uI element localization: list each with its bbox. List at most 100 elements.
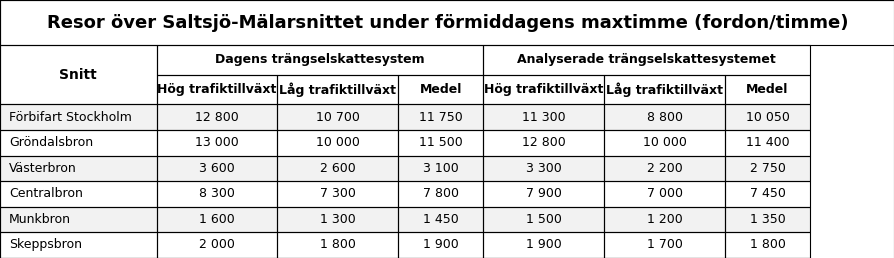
Text: 7 000: 7 000 xyxy=(645,187,682,200)
Bar xyxy=(156,232,277,258)
Bar xyxy=(483,232,603,258)
Bar xyxy=(724,75,809,104)
Text: 1 800: 1 800 xyxy=(319,238,356,252)
Bar xyxy=(0,45,156,104)
Bar xyxy=(603,130,724,156)
Text: 1 300: 1 300 xyxy=(320,213,355,226)
Bar xyxy=(483,45,809,75)
Text: 10 000: 10 000 xyxy=(642,136,686,149)
Text: 1 800: 1 800 xyxy=(748,238,785,252)
Bar xyxy=(0,104,156,130)
Bar xyxy=(277,156,398,181)
Text: Hög trafiktillväxt: Hög trafiktillväxt xyxy=(484,83,603,96)
Bar xyxy=(277,207,398,232)
Bar xyxy=(398,232,483,258)
Text: 11 750: 11 750 xyxy=(418,111,462,124)
Bar xyxy=(603,75,724,104)
Bar xyxy=(277,104,398,130)
Bar xyxy=(483,156,603,181)
Text: 10 000: 10 000 xyxy=(316,136,359,149)
Bar xyxy=(156,75,277,104)
Bar xyxy=(398,156,483,181)
Bar xyxy=(603,207,724,232)
Bar xyxy=(483,181,603,207)
Text: Förbifart Stockholm: Förbifart Stockholm xyxy=(9,111,131,124)
Bar xyxy=(0,207,156,232)
Bar xyxy=(277,232,398,258)
Bar xyxy=(724,181,809,207)
Bar xyxy=(483,130,603,156)
Text: Låg trafiktillväxt: Låg trafiktillväxt xyxy=(605,82,722,97)
Bar xyxy=(603,181,724,207)
Bar xyxy=(398,130,483,156)
Text: Munkbron: Munkbron xyxy=(9,213,71,226)
Bar xyxy=(0,156,156,181)
Bar xyxy=(398,181,483,207)
Text: 1 350: 1 350 xyxy=(749,213,784,226)
Text: 3 600: 3 600 xyxy=(199,162,234,175)
Text: Skeppsbron: Skeppsbron xyxy=(9,238,82,252)
Text: 10 700: 10 700 xyxy=(316,111,359,124)
Bar xyxy=(277,104,398,130)
Bar xyxy=(398,104,483,130)
Text: 1 450: 1 450 xyxy=(423,213,458,226)
Text: 11 300: 11 300 xyxy=(521,111,565,124)
Bar xyxy=(277,75,398,104)
Text: 11 400: 11 400 xyxy=(745,136,789,149)
Text: 7 450: 7 450 xyxy=(748,187,785,200)
Bar xyxy=(156,75,277,104)
Text: Gröndalsbron: Gröndalsbron xyxy=(9,136,93,149)
Text: 7 300: 7 300 xyxy=(319,187,356,200)
Bar xyxy=(724,104,809,130)
Text: 1 700: 1 700 xyxy=(645,238,682,252)
Bar xyxy=(483,156,603,181)
Bar xyxy=(483,181,603,207)
Bar xyxy=(156,181,277,207)
Bar xyxy=(277,181,398,207)
Bar xyxy=(483,232,603,258)
Text: Centralbron: Centralbron xyxy=(9,187,83,200)
Bar xyxy=(0,130,156,156)
Bar xyxy=(398,104,483,130)
Bar xyxy=(0,0,894,45)
Bar xyxy=(398,75,483,104)
Text: 12 800: 12 800 xyxy=(195,111,239,124)
Text: 3 300: 3 300 xyxy=(526,162,561,175)
Bar xyxy=(156,207,277,232)
Bar xyxy=(277,75,398,104)
Bar xyxy=(603,104,724,130)
Bar xyxy=(277,207,398,232)
Bar xyxy=(724,156,809,181)
Bar xyxy=(483,104,603,130)
Bar xyxy=(277,232,398,258)
Bar xyxy=(483,75,603,104)
Text: 1 900: 1 900 xyxy=(423,238,458,252)
Bar xyxy=(724,207,809,232)
Bar xyxy=(277,130,398,156)
Bar xyxy=(156,156,277,181)
Text: Medel: Medel xyxy=(746,83,788,96)
Text: 3 100: 3 100 xyxy=(423,162,458,175)
Bar xyxy=(398,130,483,156)
Text: Snitt: Snitt xyxy=(59,68,97,82)
Text: 13 000: 13 000 xyxy=(195,136,239,149)
Bar xyxy=(156,207,277,232)
Text: 10 050: 10 050 xyxy=(745,111,789,124)
Bar xyxy=(483,104,603,130)
Bar xyxy=(483,75,603,104)
Bar xyxy=(0,181,156,207)
Bar xyxy=(724,130,809,156)
Bar xyxy=(0,156,156,181)
Text: 1 900: 1 900 xyxy=(526,238,561,252)
Bar xyxy=(483,130,603,156)
Bar xyxy=(398,207,483,232)
Bar xyxy=(0,232,156,258)
Bar xyxy=(603,104,724,130)
Bar xyxy=(483,207,603,232)
Bar xyxy=(603,207,724,232)
Bar xyxy=(603,75,724,104)
Bar xyxy=(398,156,483,181)
Text: 2 000: 2 000 xyxy=(198,238,235,252)
Bar xyxy=(156,156,277,181)
Text: 2 200: 2 200 xyxy=(646,162,681,175)
